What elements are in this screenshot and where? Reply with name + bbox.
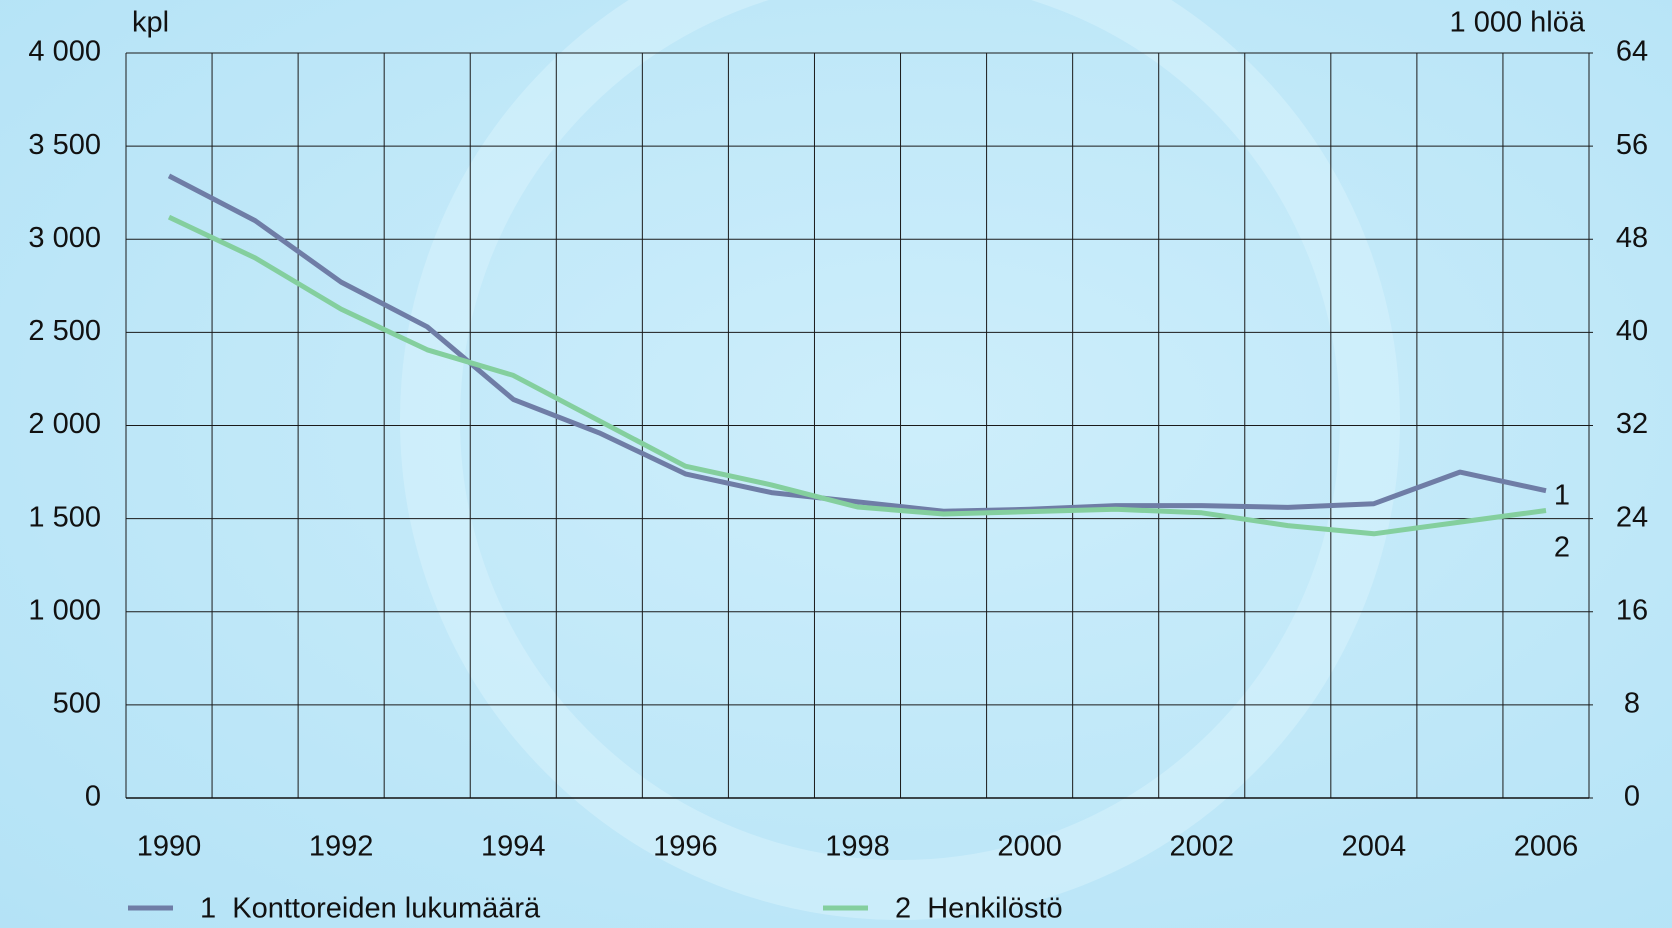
x-tick-label: 1998 [825, 831, 890, 863]
y2-tick-label: 8 [1624, 688, 1640, 720]
y2-tick-label: 16 [1616, 594, 1648, 626]
series-end-label: 2 [1554, 532, 1570, 564]
y2-tick-label: 48 [1616, 222, 1648, 254]
y2-tick-label: 32 [1616, 408, 1648, 440]
y2-tick-label: 40 [1616, 315, 1648, 347]
y2-tick-label: 64 [1616, 36, 1648, 68]
y-tick-label: 0 [85, 781, 101, 813]
page: {"chart_data": { "type": "line", "y_labe… [0, 0, 1672, 928]
y-axis-label: kpl [132, 7, 169, 39]
y-tick-label: 3 000 [28, 222, 101, 254]
background [0, 0, 1672, 928]
x-tick-label: 1996 [653, 831, 718, 863]
x-tick-label: 2000 [997, 831, 1062, 863]
legend-label: 2 Henkilöstö [895, 893, 1063, 925]
y-tick-label: 3 500 [28, 129, 101, 161]
y-tick-label: 500 [53, 688, 101, 720]
y-tick-label: 2 000 [28, 408, 101, 440]
y-tick-label: 2 500 [28, 315, 101, 347]
x-tick-label: 1992 [309, 831, 374, 863]
y2-tick-label: 56 [1616, 129, 1648, 161]
chart: kpl 1 000 hlöä 0 500 1 000 1 500 2 000 2 500 3… [0, 0, 1672, 928]
y2-tick-label: 24 [1616, 501, 1648, 533]
x-tick-label: 2002 [1169, 831, 1234, 863]
y-tick-label: 1 500 [28, 501, 101, 533]
x-tick-label: 1990 [137, 831, 202, 863]
y2-tick-label: 0 [1624, 781, 1640, 813]
x-tick-label: 1994 [481, 831, 546, 863]
y-tick-label: 4 000 [28, 36, 101, 68]
x-tick-label: 2006 [1514, 831, 1579, 863]
x-tick-label: 2004 [1342, 831, 1407, 863]
series-end-label: 1 [1554, 480, 1570, 512]
y-tick-label: 1 000 [28, 594, 101, 626]
legend-label: 1 Konttoreiden lukumäärä [200, 893, 541, 925]
y2-axis-label: 1 000 hlöä [1450, 7, 1586, 39]
